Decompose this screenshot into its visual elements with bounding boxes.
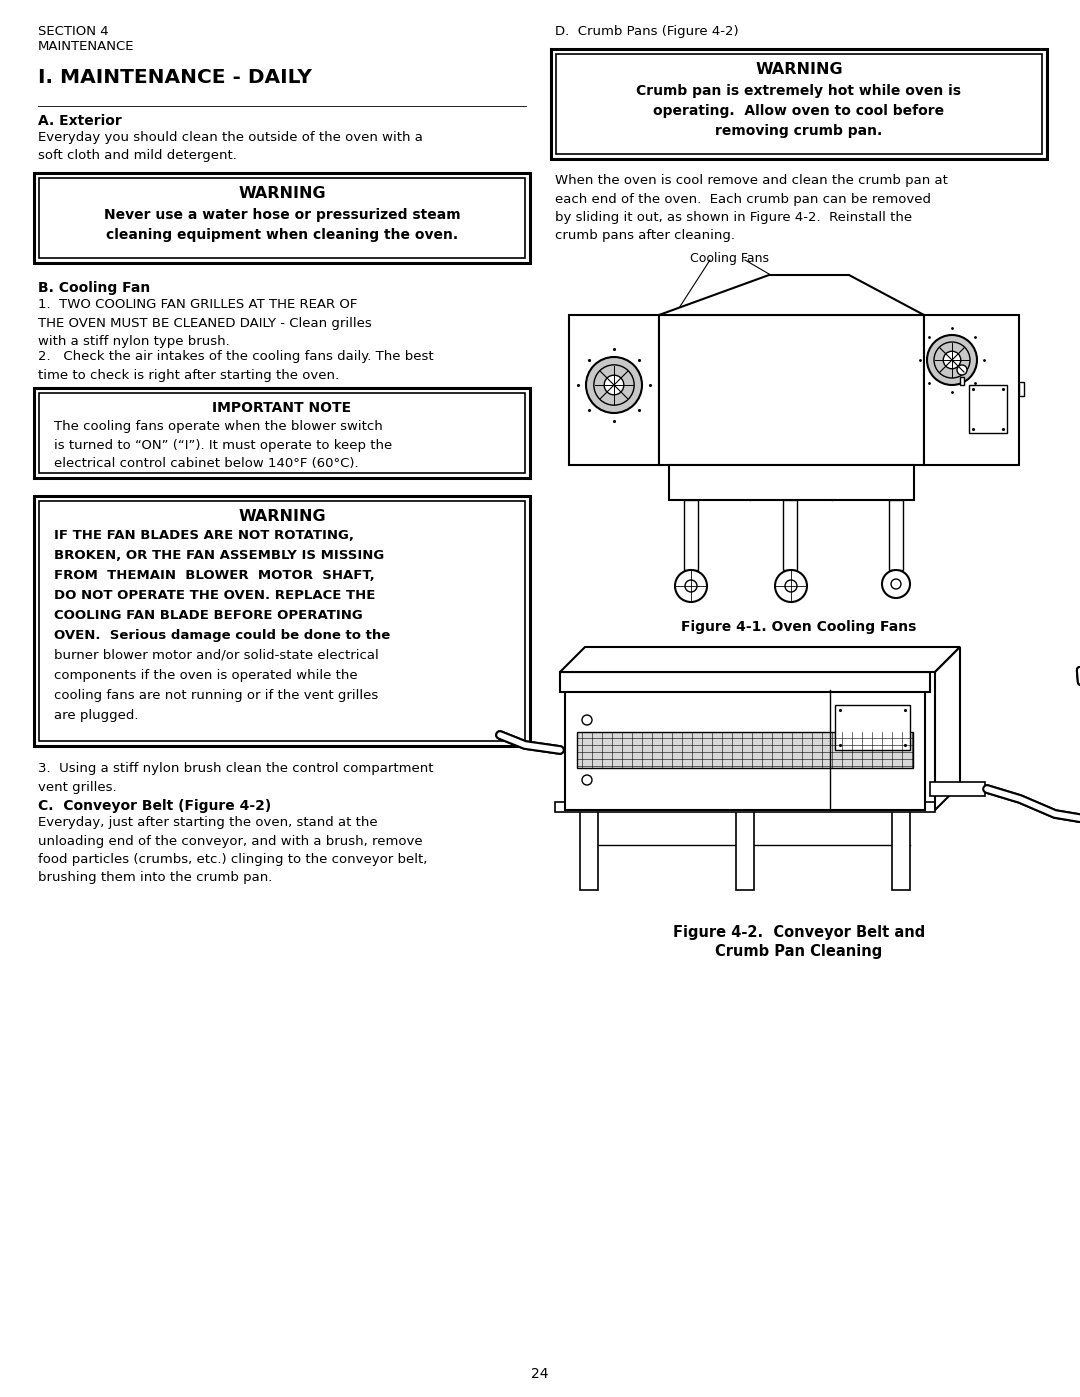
- Text: Crumb Pan Cleaning: Crumb Pan Cleaning: [715, 944, 882, 958]
- Text: 1.  TWO COOLING FAN GRILLES AT THE REAR OF
THE OVEN MUST BE CLEANED DAILY - Clea: 1. TWO COOLING FAN GRILLES AT THE REAR O…: [38, 298, 372, 348]
- Circle shape: [586, 358, 642, 414]
- Text: Everyday, just after starting the oven, stand at the
unloading end of the convey: Everyday, just after starting the oven, …: [38, 816, 428, 884]
- Text: Crumb pan is extremely hot while oven is
operating.  Allow oven to cool before
r: Crumb pan is extremely hot while oven is…: [636, 84, 961, 138]
- Bar: [892, 810, 910, 890]
- Bar: [39, 393, 525, 474]
- Circle shape: [957, 365, 967, 374]
- Text: WARNING: WARNING: [239, 509, 326, 524]
- Text: IF THE FAN BLADES ARE NOT ROTATING,: IF THE FAN BLADES ARE NOT ROTATING,: [54, 529, 354, 542]
- Text: FROM  THEMAIN  BLOWER  MOTOR  SHAFT,: FROM THEMAIN BLOWER MOTOR SHAFT,: [54, 569, 375, 583]
- Text: 2.   Check the air intakes of the cooling fans daily. The best
time to check is : 2. Check the air intakes of the cooling …: [38, 351, 434, 381]
- Text: cooling fans are not running or if the vent grilles: cooling fans are not running or if the v…: [54, 689, 378, 703]
- Text: Cooling Fans: Cooling Fans: [690, 251, 769, 265]
- Bar: [555, 802, 935, 812]
- Bar: [969, 386, 1007, 433]
- Text: D.  Crumb Pans (Figure 4-2): D. Crumb Pans (Figure 4-2): [555, 25, 739, 38]
- Bar: [735, 810, 754, 890]
- Bar: [783, 500, 797, 570]
- Text: MAINTENANCE: MAINTENANCE: [38, 41, 135, 53]
- Text: components if the oven is operated while the: components if the oven is operated while…: [54, 669, 357, 682]
- Polygon shape: [935, 647, 960, 810]
- Polygon shape: [659, 275, 924, 314]
- Text: WARNING: WARNING: [239, 186, 326, 201]
- Bar: [889, 500, 903, 570]
- Circle shape: [927, 335, 977, 386]
- Text: When the oven is cool remove and clean the crumb pan at
each end of the oven.  E: When the oven is cool remove and clean t…: [555, 175, 948, 243]
- Circle shape: [685, 580, 697, 592]
- Text: 3.  Using a stiff nylon brush clean the control compartment
vent grilles.: 3. Using a stiff nylon brush clean the c…: [38, 761, 433, 793]
- Circle shape: [785, 580, 797, 592]
- Text: WARNING: WARNING: [755, 61, 842, 77]
- Bar: [684, 500, 698, 570]
- Bar: [33, 496, 530, 746]
- Text: IMPORTANT NOTE: IMPORTANT NOTE: [213, 401, 352, 415]
- Bar: [565, 690, 924, 810]
- Bar: [669, 465, 914, 500]
- Bar: [33, 388, 530, 478]
- Bar: [551, 49, 1047, 159]
- Circle shape: [943, 351, 961, 369]
- Bar: [561, 672, 930, 692]
- Text: Figure 4-2.  Conveyor Belt and: Figure 4-2. Conveyor Belt and: [673, 925, 926, 940]
- Text: BROKEN, OR THE FAN ASSEMBLY IS MISSING: BROKEN, OR THE FAN ASSEMBLY IS MISSING: [54, 549, 384, 562]
- Bar: [569, 314, 659, 465]
- Bar: [835, 705, 910, 750]
- Bar: [556, 54, 1042, 154]
- Polygon shape: [561, 647, 960, 672]
- Bar: [39, 502, 525, 740]
- Text: Everyday you should clean the outside of the oven with a
soft cloth and mild det: Everyday you should clean the outside of…: [38, 131, 423, 162]
- Text: Figure 4-1. Oven Cooling Fans: Figure 4-1. Oven Cooling Fans: [681, 620, 917, 634]
- Text: SECTION 4: SECTION 4: [38, 25, 109, 38]
- Bar: [659, 314, 924, 465]
- Bar: [39, 177, 525, 258]
- Text: are plugged.: are plugged.: [54, 710, 138, 722]
- Bar: [1020, 381, 1024, 395]
- Circle shape: [582, 775, 592, 785]
- Circle shape: [775, 570, 807, 602]
- Bar: [930, 782, 985, 796]
- Text: The cooling fans operate when the blower switch
is turned to “ON” (“I”). It must: The cooling fans operate when the blower…: [54, 420, 392, 469]
- Bar: [577, 732, 913, 768]
- Text: DO NOT OPERATE THE OVEN. REPLACE THE: DO NOT OPERATE THE OVEN. REPLACE THE: [54, 590, 376, 602]
- Text: Never use a water hose or pressurized steam
cleaning equipment when cleaning the: Never use a water hose or pressurized st…: [104, 208, 460, 242]
- Bar: [960, 377, 964, 386]
- Bar: [580, 810, 598, 890]
- Text: B. Cooling Fan: B. Cooling Fan: [38, 281, 150, 295]
- Text: burner blower motor and/or solid-state electrical: burner blower motor and/or solid-state e…: [54, 650, 379, 662]
- Text: COOLING FAN BLADE BEFORE OPERATING: COOLING FAN BLADE BEFORE OPERATING: [54, 609, 363, 622]
- Text: 24: 24: [531, 1368, 549, 1382]
- Bar: [33, 173, 530, 263]
- Circle shape: [675, 570, 707, 602]
- Text: OVEN.  Serious damage could be done to the: OVEN. Serious damage could be done to th…: [54, 629, 390, 643]
- Circle shape: [882, 570, 910, 598]
- Bar: [924, 314, 1020, 465]
- Text: C.  Conveyor Belt (Figure 4-2): C. Conveyor Belt (Figure 4-2): [38, 799, 271, 813]
- Text: I. MAINTENANCE - DAILY: I. MAINTENANCE - DAILY: [38, 68, 312, 87]
- Circle shape: [582, 715, 592, 725]
- Circle shape: [891, 578, 901, 590]
- Text: A. Exterior: A. Exterior: [38, 115, 122, 129]
- Circle shape: [604, 376, 624, 395]
